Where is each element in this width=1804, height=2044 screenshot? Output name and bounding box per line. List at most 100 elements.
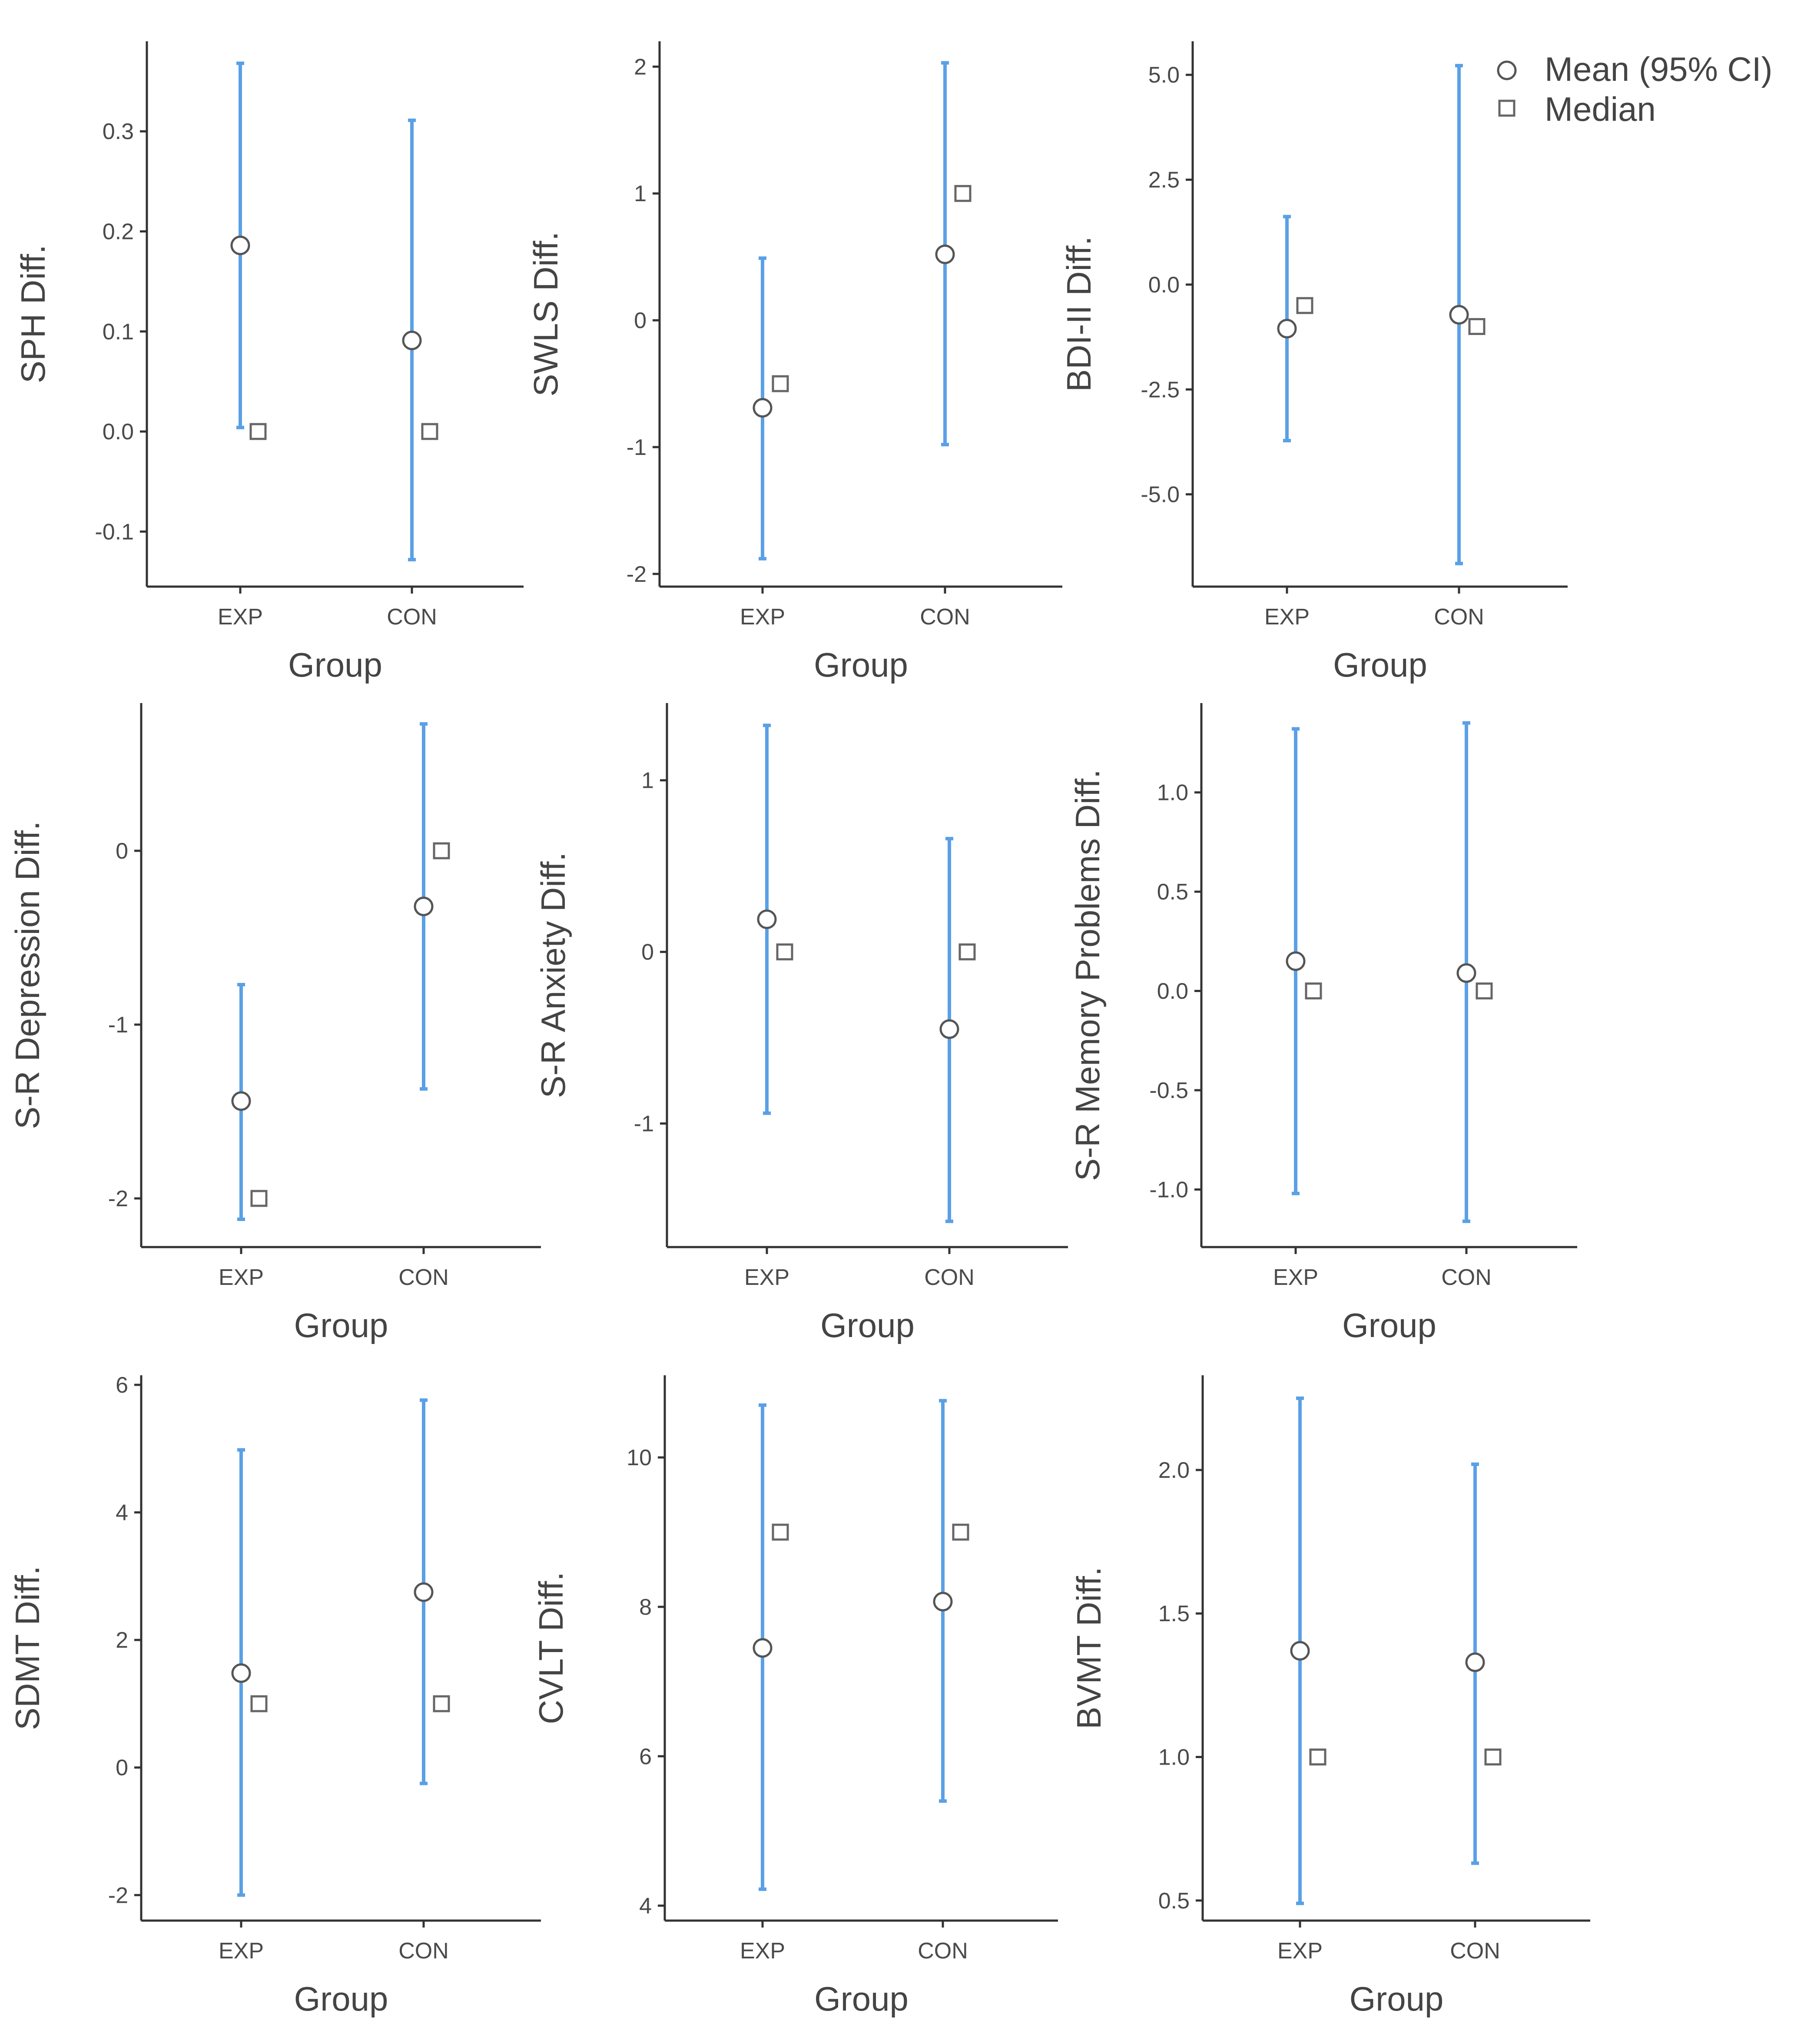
legend-mean-label: Mean (95% CI) (1545, 50, 1773, 88)
y-tick-label: -2 (108, 1186, 128, 1211)
median-marker (1296, 297, 1313, 314)
median-marker (958, 943, 976, 961)
median-marker (250, 1190, 268, 1207)
legend-median-label: Median (1545, 90, 1656, 128)
y-tick-label: 2.5 (1148, 168, 1180, 193)
median-marker (772, 375, 789, 392)
y-axis-title: CVLT Diff. (532, 1572, 570, 1724)
x-tick-label: CON (918, 1938, 968, 1964)
median-marker (250, 1695, 268, 1712)
x-axis-title: Group (288, 646, 382, 684)
mean-marker (753, 398, 773, 418)
y-tick-label: 2.0 (1158, 1458, 1190, 1483)
y-tick-label: 1.0 (1158, 1745, 1190, 1770)
y-tick-label: 10 (627, 1445, 652, 1470)
mean-marker (402, 331, 422, 351)
y-tick-label: 4 (639, 1894, 652, 1919)
y-tick-label: -2 (108, 1883, 128, 1908)
mean-marker (230, 236, 250, 256)
mean-marker (414, 896, 434, 916)
x-axis-title: Group (1350, 1980, 1444, 2018)
x-axis-title: Group (814, 646, 908, 684)
legend: Mean (95% CI) Median (1497, 50, 1773, 128)
y-tick-label: -1 (634, 1112, 654, 1137)
y-tick-label: 6 (116, 1373, 128, 1398)
y-axis-title: S-R Memory Problems Diff. (1068, 769, 1107, 1181)
median-marker (1484, 1749, 1502, 1765)
y-tick-label: -2.5 (1141, 377, 1180, 402)
x-axis-title: Group (294, 1980, 388, 2018)
chart-panel: 4 6 8 10 EXP CON Group CVLT Diff. (532, 1375, 1058, 2018)
y-tick-label: 0.1 (103, 319, 134, 345)
x-tick-label: EXP (744, 1265, 789, 1290)
x-tick-label: EXP (219, 1265, 264, 1290)
median-marker (772, 1523, 789, 1541)
x-tick-label: EXP (1277, 1938, 1323, 1964)
x-tick-label: EXP (740, 1938, 785, 1964)
y-axis-title: S-R Anxiety Diff. (534, 852, 572, 1098)
y-tick-label: 8 (639, 1595, 652, 1620)
y-tick-label: 6 (639, 1744, 652, 1769)
chart-panel: -1 0 1 EXP CON Group S-R Anxiety Diff. (534, 703, 1068, 1344)
x-tick-label: CON (398, 1938, 449, 1964)
mean-marker (1465, 1652, 1485, 1672)
legend-median-marker (1498, 100, 1515, 117)
x-axis-title: Group (1342, 1306, 1436, 1344)
y-tick-label: -2 (627, 562, 647, 587)
mean-marker (933, 1592, 953, 1612)
median-marker (249, 423, 267, 440)
y-axis-title: BDI-II Diff. (1060, 236, 1098, 392)
x-axis-title: Group (820, 1306, 915, 1344)
y-axis-title: BVMT Diff. (1070, 1566, 1108, 1729)
y-axis-title: S-R Depression Diff. (8, 821, 46, 1129)
chart-panel: -2 -1 0 1 2 EXP CON Group SWLS Diff. (527, 41, 1062, 684)
y-tick-label: 0.0 (103, 419, 134, 445)
y-tick-label: -5.0 (1141, 482, 1180, 508)
y-tick-label: 1 (634, 181, 647, 206)
y-tick-label: 0.0 (1157, 979, 1188, 1004)
x-tick-label: CON (920, 604, 970, 630)
mean-marker (1277, 319, 1297, 338)
x-axis-title: Group (1333, 646, 1427, 684)
mean-marker (753, 1638, 773, 1658)
mean-marker (1449, 305, 1469, 325)
x-tick-label: CON (398, 1265, 449, 1290)
mean-marker (231, 1663, 251, 1683)
x-tick-label: EXP (740, 604, 785, 630)
x-tick-label: CON (924, 1265, 975, 1290)
y-tick-label: 5.0 (1148, 63, 1180, 88)
x-tick-label: EXP (218, 604, 263, 630)
x-tick-label: EXP (1273, 1265, 1318, 1290)
x-axis-title: Group (294, 1306, 388, 1344)
y-tick-label: 0 (634, 308, 647, 333)
y-axis-title: SPH Diff. (14, 245, 52, 383)
y-tick-label: -0.5 (1149, 1078, 1188, 1103)
chart-panel: -2 0 2 4 6 EXP CON Group SDMT Diff. (8, 1373, 541, 2018)
y-tick-label: 1.5 (1158, 1601, 1190, 1626)
y-tick-label: 1 (641, 768, 654, 793)
x-tick-label: CON (1434, 604, 1484, 630)
mean-marker (1290, 1641, 1310, 1661)
median-marker (952, 1523, 969, 1541)
mean-marker (414, 1582, 434, 1602)
y-tick-label: 0.3 (103, 119, 134, 144)
mean-marker (935, 244, 955, 264)
median-marker (776, 943, 793, 961)
y-tick-label: -1 (627, 435, 647, 460)
y-tick-label: 0.0 (1148, 272, 1180, 298)
y-tick-label: 0 (116, 1755, 128, 1781)
x-tick-label: EXP (219, 1938, 264, 1964)
y-axis-title: SDMT Diff. (8, 1566, 46, 1730)
median-marker (1468, 318, 1486, 335)
median-marker (421, 423, 438, 440)
chart-panel: -5.0 -2.5 0.0 2.5 5.0 EXP CON Group BDI-II Diff. (1060, 41, 1568, 684)
x-tick-label: CON (1450, 1938, 1500, 1964)
y-tick-label: -0.1 (95, 519, 134, 544)
median-marker (1309, 1749, 1326, 1765)
y-axis-title: SWLS Diff. (527, 232, 565, 397)
y-tick-label: 1.0 (1157, 780, 1188, 806)
y-tick-label: 4 (116, 1500, 128, 1526)
